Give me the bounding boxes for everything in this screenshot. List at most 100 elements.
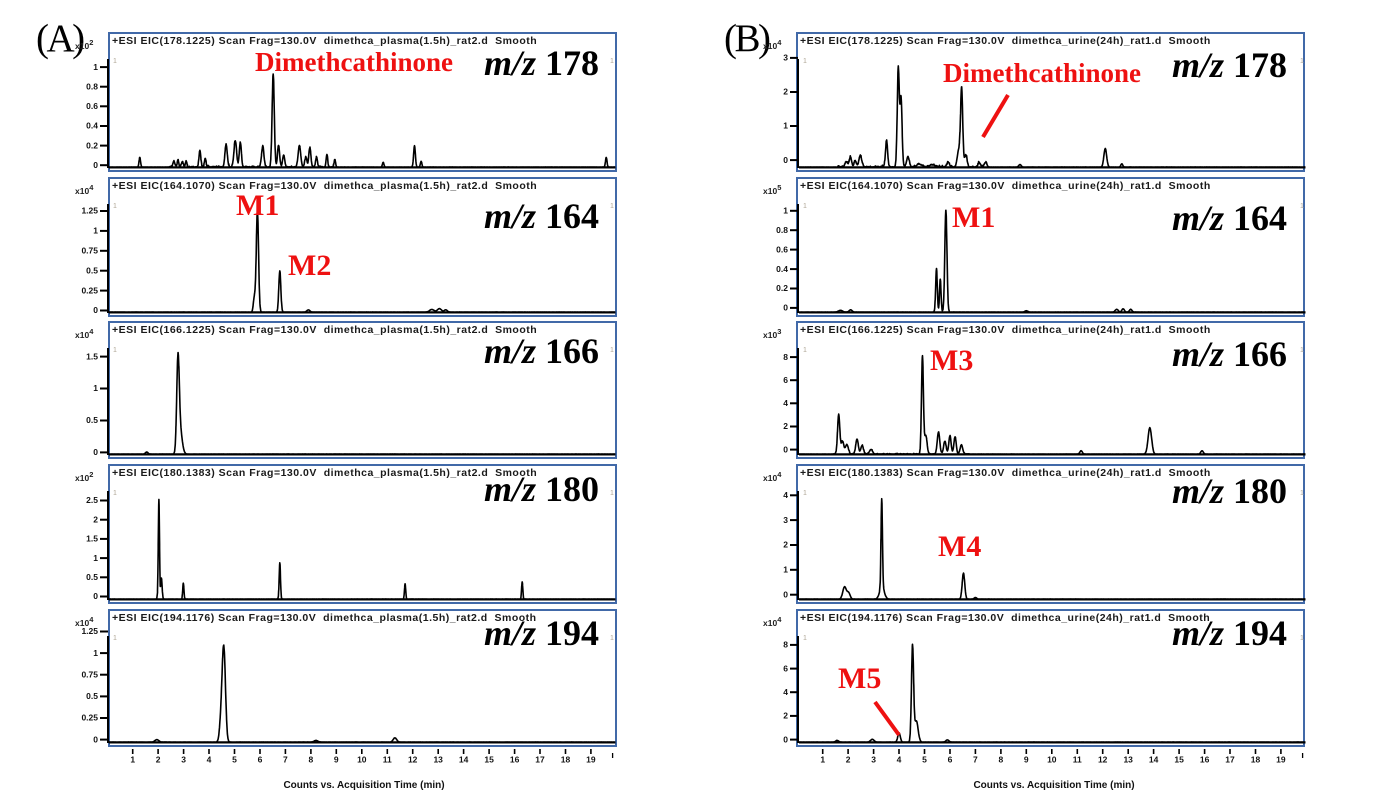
svg-text:2: 2 [93,514,98,524]
svg-text:2: 2 [783,710,788,720]
svg-text:0.8: 0.8 [776,224,788,234]
svg-text:18: 18 [561,754,571,764]
svg-text:13: 13 [433,754,443,764]
svg-text:1: 1 [610,58,614,65]
svg-text:0.2: 0.2 [776,283,788,293]
svg-text:0: 0 [783,155,788,165]
svg-text:4: 4 [207,754,212,764]
svg-text:0.25: 0.25 [81,712,98,722]
svg-text:1: 1 [610,347,614,354]
svg-text:3: 3 [181,754,186,764]
svg-text:15: 15 [1174,754,1184,764]
svg-text:15: 15 [484,754,494,764]
svg-text:1: 1 [783,564,788,574]
svg-text:19: 19 [586,754,596,764]
svg-text:1: 1 [93,647,98,657]
svg-text:6: 6 [947,754,952,764]
svg-text:14: 14 [459,754,469,764]
svg-text:0.4: 0.4 [86,121,98,131]
svg-text:5: 5 [922,754,927,764]
svg-text:0.5: 0.5 [86,691,98,701]
svg-text:1: 1 [1300,58,1304,65]
svg-text:0.2: 0.2 [86,140,98,150]
svg-text:0: 0 [93,591,98,601]
svg-text:0: 0 [783,589,788,599]
svg-text:0.6: 0.6 [776,244,788,254]
svg-text:6: 6 [258,754,263,764]
svg-text:2: 2 [845,754,850,764]
svg-text:10: 10 [1047,754,1057,764]
svg-text:0: 0 [93,160,98,170]
svg-text:0: 0 [783,734,788,744]
svg-text:6: 6 [783,663,788,673]
svg-text:3: 3 [871,754,876,764]
svg-text:12: 12 [1097,754,1107,764]
svg-text:0.6: 0.6 [86,101,98,111]
svg-text:1: 1 [783,121,788,131]
svg-text:1: 1 [1300,203,1304,210]
svg-text:16: 16 [510,754,520,764]
svg-text:4: 4 [896,754,901,764]
svg-text:3: 3 [783,514,788,524]
svg-text:1: 1 [93,383,98,393]
svg-text:0.8: 0.8 [86,81,98,91]
svg-text:1: 1 [1300,347,1304,354]
svg-text:1: 1 [610,635,614,642]
svg-text:8: 8 [309,754,314,764]
svg-text:2: 2 [783,539,788,549]
svg-text:12: 12 [408,754,418,764]
svg-text:4: 4 [783,398,788,408]
svg-text:1: 1 [113,203,117,210]
svg-text:19: 19 [1276,754,1286,764]
svg-text:1: 1 [113,490,117,497]
svg-text:0: 0 [783,444,788,454]
svg-text:1: 1 [113,347,117,354]
svg-text:1.5: 1.5 [86,533,98,543]
svg-text:9: 9 [334,754,339,764]
svg-text:0: 0 [93,305,98,315]
svg-text:0.5: 0.5 [86,572,98,582]
svg-text:0.5: 0.5 [86,265,98,275]
svg-text:1.25: 1.25 [81,626,98,636]
svg-text:8: 8 [783,639,788,649]
svg-text:17: 17 [1225,754,1235,764]
svg-text:0: 0 [93,447,98,457]
svg-text:7: 7 [973,754,978,764]
svg-text:1: 1 [93,225,98,235]
svg-text:1: 1 [803,58,807,65]
svg-text:7: 7 [283,754,288,764]
svg-text:1: 1 [130,754,135,764]
svg-text:6: 6 [783,375,788,385]
svg-text:11: 11 [1072,754,1081,764]
svg-text:1: 1 [783,205,788,215]
svg-text:4: 4 [783,490,788,500]
svg-text:4: 4 [783,687,788,697]
svg-text:0.5: 0.5 [86,415,98,425]
svg-text:1: 1 [803,347,807,354]
svg-text:0.75: 0.75 [81,245,98,255]
svg-text:2.5: 2.5 [86,495,98,505]
svg-text:1: 1 [803,490,807,497]
svg-text:0: 0 [93,734,98,744]
svg-text:8: 8 [998,754,1003,764]
svg-text:0: 0 [783,302,788,312]
svg-text:17: 17 [535,754,545,764]
svg-text:1: 1 [93,552,98,562]
svg-text:1.5: 1.5 [86,351,98,361]
svg-text:2: 2 [783,421,788,431]
svg-text:1: 1 [113,635,117,642]
svg-text:1: 1 [1300,635,1304,642]
svg-text:1: 1 [803,635,807,642]
svg-text:Counts vs. Acquisition Time (m: Counts vs. Acquisition Time (min) [283,780,444,791]
svg-text:1: 1 [610,203,614,210]
svg-text:0.4: 0.4 [776,263,788,273]
svg-text:1: 1 [820,754,825,764]
svg-text:Counts vs. Acquisition Time (m: Counts vs. Acquisition Time (min) [973,780,1134,791]
svg-text:0.25: 0.25 [81,285,98,295]
svg-text:13: 13 [1123,754,1133,764]
svg-text:1: 1 [610,490,614,497]
svg-text:16: 16 [1199,754,1209,764]
svg-text:2: 2 [783,87,788,97]
svg-text:5: 5 [232,754,237,764]
svg-text:3: 3 [783,53,788,63]
